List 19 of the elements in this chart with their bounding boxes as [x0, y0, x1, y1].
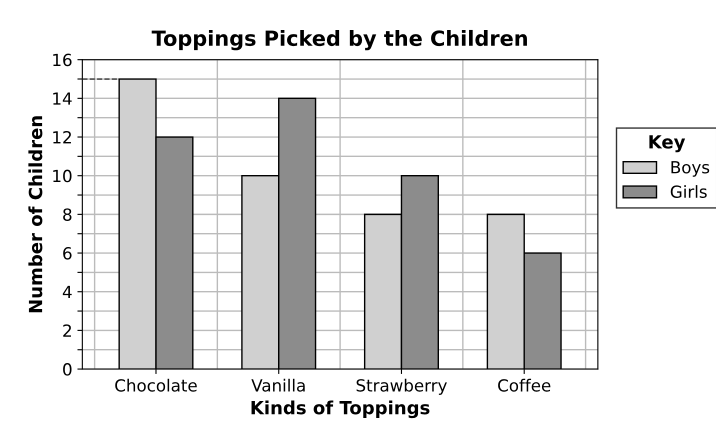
y-tick-label: 8 [63, 208, 72, 221]
x-tick-label: Coffee [498, 378, 550, 392]
x-tick-label: Strawberry [356, 378, 447, 395]
y-tick-label: 14 [53, 92, 72, 105]
y-tick-label: 0 [63, 363, 72, 376]
y-tick-label: 16 [53, 54, 72, 66]
y-tick-label: 4 [62, 286, 72, 298]
y-axis-title: Number of Children [28, 116, 42, 312]
y-tick-label: 12 [53, 130, 71, 144]
x-axis-title: Kinds of Toppings [252, 400, 430, 418]
x-tick-label: Chocolate [115, 378, 197, 392]
chart-title: Toppings Picked by the Children [152, 30, 527, 50]
y-tick-label: 6 [63, 247, 72, 260]
y-tick-label: 10 [53, 170, 72, 182]
legend-label: Boys [671, 161, 710, 177]
legend-title: Key [649, 135, 686, 152]
x-tick-label: Vanilla [251, 378, 305, 392]
y-tick-label: 2 [63, 324, 71, 337]
legend-label: Girls [670, 185, 707, 198]
